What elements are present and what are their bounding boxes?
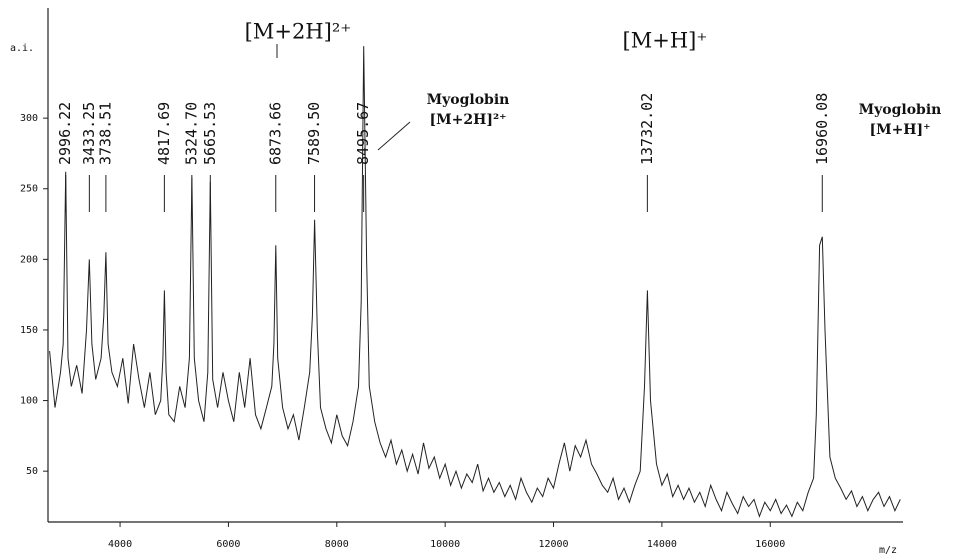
y-tick-label: 300	[20, 113, 38, 124]
peak-label: 13732.02	[638, 93, 656, 165]
annotation: [M+2H]²⁺	[430, 112, 507, 128]
peak-label: 6873.66	[266, 102, 284, 165]
peak-label: 2996.22	[56, 102, 74, 165]
x-tick-label: 8000	[325, 539, 349, 550]
annotation: Myoglobin	[427, 92, 510, 108]
annotation: [M+2H]²⁺	[245, 20, 352, 44]
spectrum-line	[49, 46, 901, 518]
y-tick-label: 200	[20, 254, 38, 265]
y-tick-label: 100	[20, 396, 38, 407]
y-tick-label: 250	[20, 184, 38, 195]
x-tick-label: 10000	[430, 539, 460, 550]
x-tick-label: 12000	[538, 539, 568, 550]
x-tick-label: 6000	[216, 539, 240, 550]
annotation-line	[377, 121, 411, 151]
x-tick-label: 14000	[647, 539, 677, 550]
peak-label: 7589.50	[305, 102, 323, 165]
annotation: Myoglobin	[859, 102, 942, 118]
y-tick-label: 150	[20, 325, 38, 336]
peak-label: 8495.67	[354, 102, 372, 165]
peak-label: 3433.25	[80, 102, 98, 165]
peak-label: 5665.53	[201, 102, 219, 165]
y-tick-label: 50	[26, 466, 38, 477]
peak-label: 4817.69	[155, 102, 173, 165]
peak-label: 5324.70	[182, 102, 200, 165]
annotation: [M+H]⁺	[623, 29, 708, 53]
x-axis-label: m/z	[879, 545, 897, 556]
peak-label: 3738.51	[96, 102, 114, 165]
y-axis-label: a.i.	[10, 43, 34, 54]
peak-label: 16960.08	[813, 93, 831, 165]
annotation: [M+H]⁺	[869, 122, 930, 138]
x-tick-label: 16000	[755, 539, 785, 550]
x-tick-label: 4000	[108, 539, 132, 550]
